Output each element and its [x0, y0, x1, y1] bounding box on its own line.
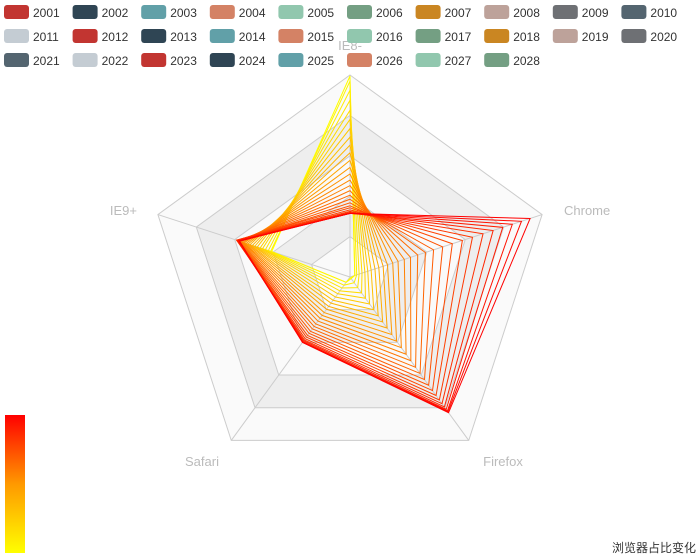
legend-label: 2019	[582, 30, 609, 44]
legend-item-2002[interactable]: 2002	[72, 5, 129, 20]
legend-swatch	[72, 5, 98, 19]
legend-swatch	[141, 5, 167, 19]
legend-label: 2015	[307, 30, 334, 44]
legend-item-2003[interactable]: 2003	[141, 5, 197, 20]
legend-item-2028[interactable]: 2028	[484, 53, 540, 68]
legend-item-2017[interactable]: 2017	[415, 29, 472, 44]
legend-label: 2024	[239, 54, 266, 68]
legend-swatch	[278, 53, 304, 67]
legend-item-2016[interactable]: 2016	[347, 29, 403, 44]
legend-swatch	[347, 29, 372, 43]
indicator-label-2: Firefox	[483, 454, 523, 469]
legend-swatch	[484, 29, 510, 43]
legend-item-2009[interactable]: 2009	[552, 5, 609, 20]
legend-item-2024[interactable]: 2024	[209, 53, 266, 68]
legend-swatch	[347, 5, 372, 19]
legend-swatch	[347, 53, 372, 67]
legend-swatch	[141, 29, 167, 43]
legend-item-2021[interactable]: 2021	[4, 53, 60, 68]
legend-swatch	[621, 29, 647, 43]
legend-swatch	[621, 5, 647, 19]
legend-swatch	[4, 53, 29, 67]
indicator-label-3: Safari	[185, 454, 219, 469]
axis-line-1	[349, 214, 543, 278]
legend-item-2023[interactable]: 2023	[141, 53, 197, 68]
legend-label: 2001	[33, 6, 60, 20]
legend-swatch	[209, 5, 235, 19]
legend-item-2008[interactable]: 2008	[484, 5, 540, 20]
legend-label: 2021	[33, 54, 60, 68]
legend-item-2005[interactable]: 2005	[278, 5, 334, 20]
legend-label: 2013	[170, 30, 197, 44]
radar-series-lines	[235, 75, 531, 414]
legend-swatch	[4, 5, 29, 19]
legend-item-2025[interactable]: 2025	[278, 53, 334, 68]
legend-item-2022[interactable]: 2022	[72, 53, 129, 68]
legend-swatch	[415, 53, 441, 67]
legend-label: 2004	[239, 6, 266, 20]
legend-swatch	[552, 29, 578, 43]
legend-label: 2006	[376, 6, 403, 20]
legend-label: 2023	[170, 54, 197, 68]
legend-label: 2026	[376, 54, 403, 68]
legend-label: 2008	[513, 6, 540, 20]
legend-item-2010[interactable]: 2010	[621, 5, 677, 20]
legend-swatch	[484, 5, 510, 19]
indicator-label-4: IE9+	[110, 203, 137, 218]
legend-label: 2011	[33, 30, 59, 44]
legend-label: 2022	[102, 54, 129, 68]
legend-label: 2012	[102, 30, 129, 44]
legend-label: 2018	[513, 30, 540, 44]
legend-item-2012[interactable]: 2012	[72, 29, 129, 44]
legend-label: 2027	[445, 54, 472, 68]
visual-map-bar[interactable]	[5, 415, 25, 553]
legend-item-2011[interactable]: 2011	[4, 29, 59, 44]
legend-swatch	[415, 5, 441, 19]
legend-label: 2007	[445, 6, 472, 20]
legend-label: 2003	[170, 6, 197, 20]
legend-item-2013[interactable]: 2013	[141, 29, 197, 44]
legend-swatch	[278, 29, 304, 43]
legend-item-2026[interactable]: 2026	[347, 53, 403, 68]
legend-label: 2005	[307, 6, 334, 20]
legend-item-2018[interactable]: 2018	[484, 29, 540, 44]
legend-label: 2014	[239, 30, 266, 44]
legend-label: 2020	[650, 30, 677, 44]
legend-label: 2016	[376, 30, 403, 44]
legend-label: 2028	[513, 54, 540, 68]
legend-swatch	[72, 53, 98, 67]
legend-item-2001[interactable]: 2001	[4, 5, 60, 20]
legend-item-2004[interactable]: 2004	[209, 5, 266, 20]
legend: 2001 2002 2003 2004 2005 2006 2007 2008 2009 2010…	[4, 5, 677, 68]
legend-item-2007[interactable]: 2007	[415, 5, 472, 20]
legend-swatch	[484, 53, 510, 67]
legend-label: 2025	[307, 54, 334, 68]
legend-item-2015[interactable]: 2015	[278, 29, 334, 44]
legend-label: 2009	[582, 6, 609, 20]
legend-swatch	[209, 29, 235, 43]
legend-swatch	[415, 29, 441, 43]
legend-swatch	[552, 5, 578, 19]
chart-caption: 浏览器占比变化	[611, 541, 696, 555]
legend-label: 2017	[445, 30, 472, 44]
legend-item-2006[interactable]: 2006	[347, 5, 403, 20]
legend-item-2020[interactable]: 2020	[621, 29, 677, 44]
indicator-label-1: Chrome	[564, 203, 610, 218]
legend-swatch	[278, 5, 304, 19]
axis-line-3	[230, 276, 351, 441]
series-line-2028b	[238, 212, 531, 414]
legend-label: 2010	[650, 6, 677, 20]
legend-swatch	[72, 29, 98, 43]
legend-swatch	[4, 29, 29, 43]
legend-item-2019[interactable]: 2019	[552, 29, 609, 44]
legend-item-2027[interactable]: 2027	[415, 53, 472, 68]
legend-swatch	[209, 53, 235, 67]
legend-item-2014[interactable]: 2014	[209, 29, 266, 44]
legend-label: 2002	[102, 6, 129, 20]
legend-swatch	[141, 53, 167, 67]
